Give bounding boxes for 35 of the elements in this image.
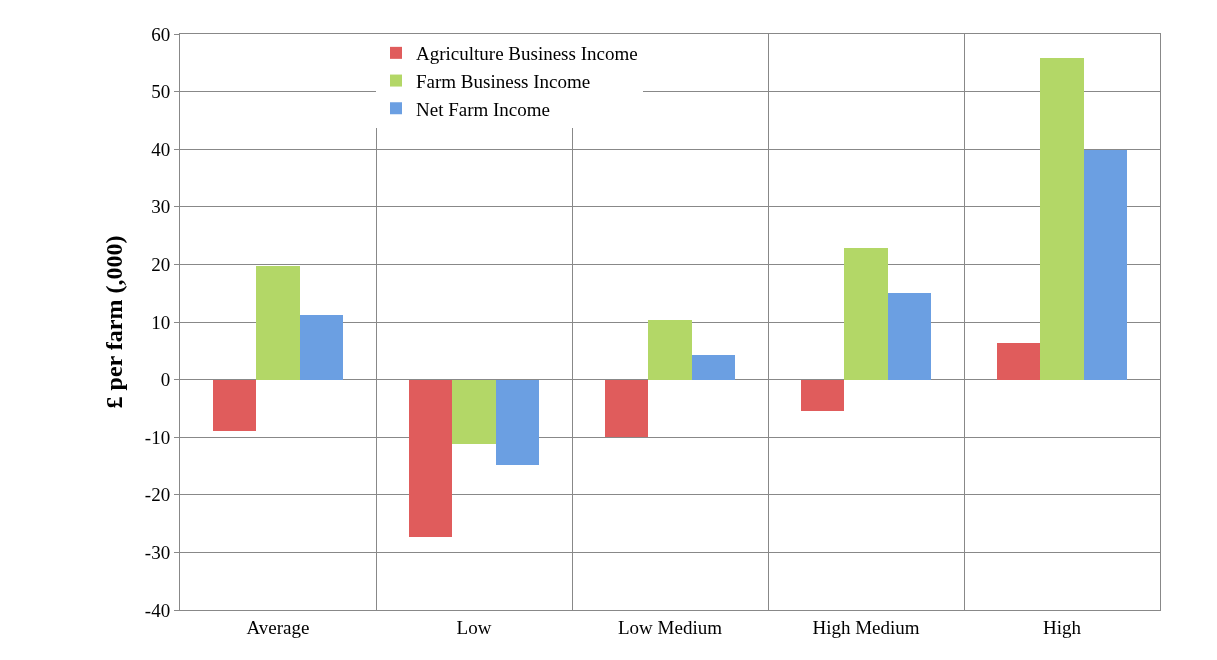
y-tick-label: 50 (151, 81, 171, 103)
y-tick-label: 0 (160, 369, 171, 391)
bar (452, 380, 496, 444)
y-tick-label: 10 (151, 311, 171, 333)
x-tick-label: High Medium (812, 616, 920, 638)
bar (409, 380, 452, 537)
legend-label: Farm Business Income (416, 70, 591, 92)
y-tick-label: -30 (144, 542, 171, 564)
legend-label: Agriculture Business Income (416, 43, 638, 65)
bar (256, 266, 300, 380)
y-tick-label: 60 (151, 23, 171, 45)
bar (1084, 150, 1127, 380)
y-tick-label: -40 (144, 599, 171, 621)
x-tick-label: Low (456, 616, 492, 638)
bar (605, 380, 648, 437)
y-tick-label: 40 (151, 138, 171, 160)
y-tick-label: -20 (144, 484, 171, 506)
x-tick-label: Average (246, 616, 310, 638)
y-tick-label: 30 (151, 196, 171, 218)
bar (648, 320, 692, 380)
bar (997, 343, 1040, 380)
x-tick-label: Low Medium (618, 616, 723, 638)
x-tick-label: High (1043, 616, 1082, 638)
bar (300, 315, 343, 380)
legend-label: Net Farm Income (416, 98, 551, 120)
bar (1040, 58, 1084, 380)
bar (888, 293, 931, 380)
y-axis-title: £ per farm (,000) (100, 235, 127, 409)
bar (692, 355, 735, 380)
bar (213, 380, 256, 431)
bar (496, 380, 539, 465)
y-tick-label: 20 (151, 254, 171, 276)
bar (801, 380, 844, 411)
bar (844, 248, 888, 380)
y-tick-label: -10 (144, 426, 171, 448)
